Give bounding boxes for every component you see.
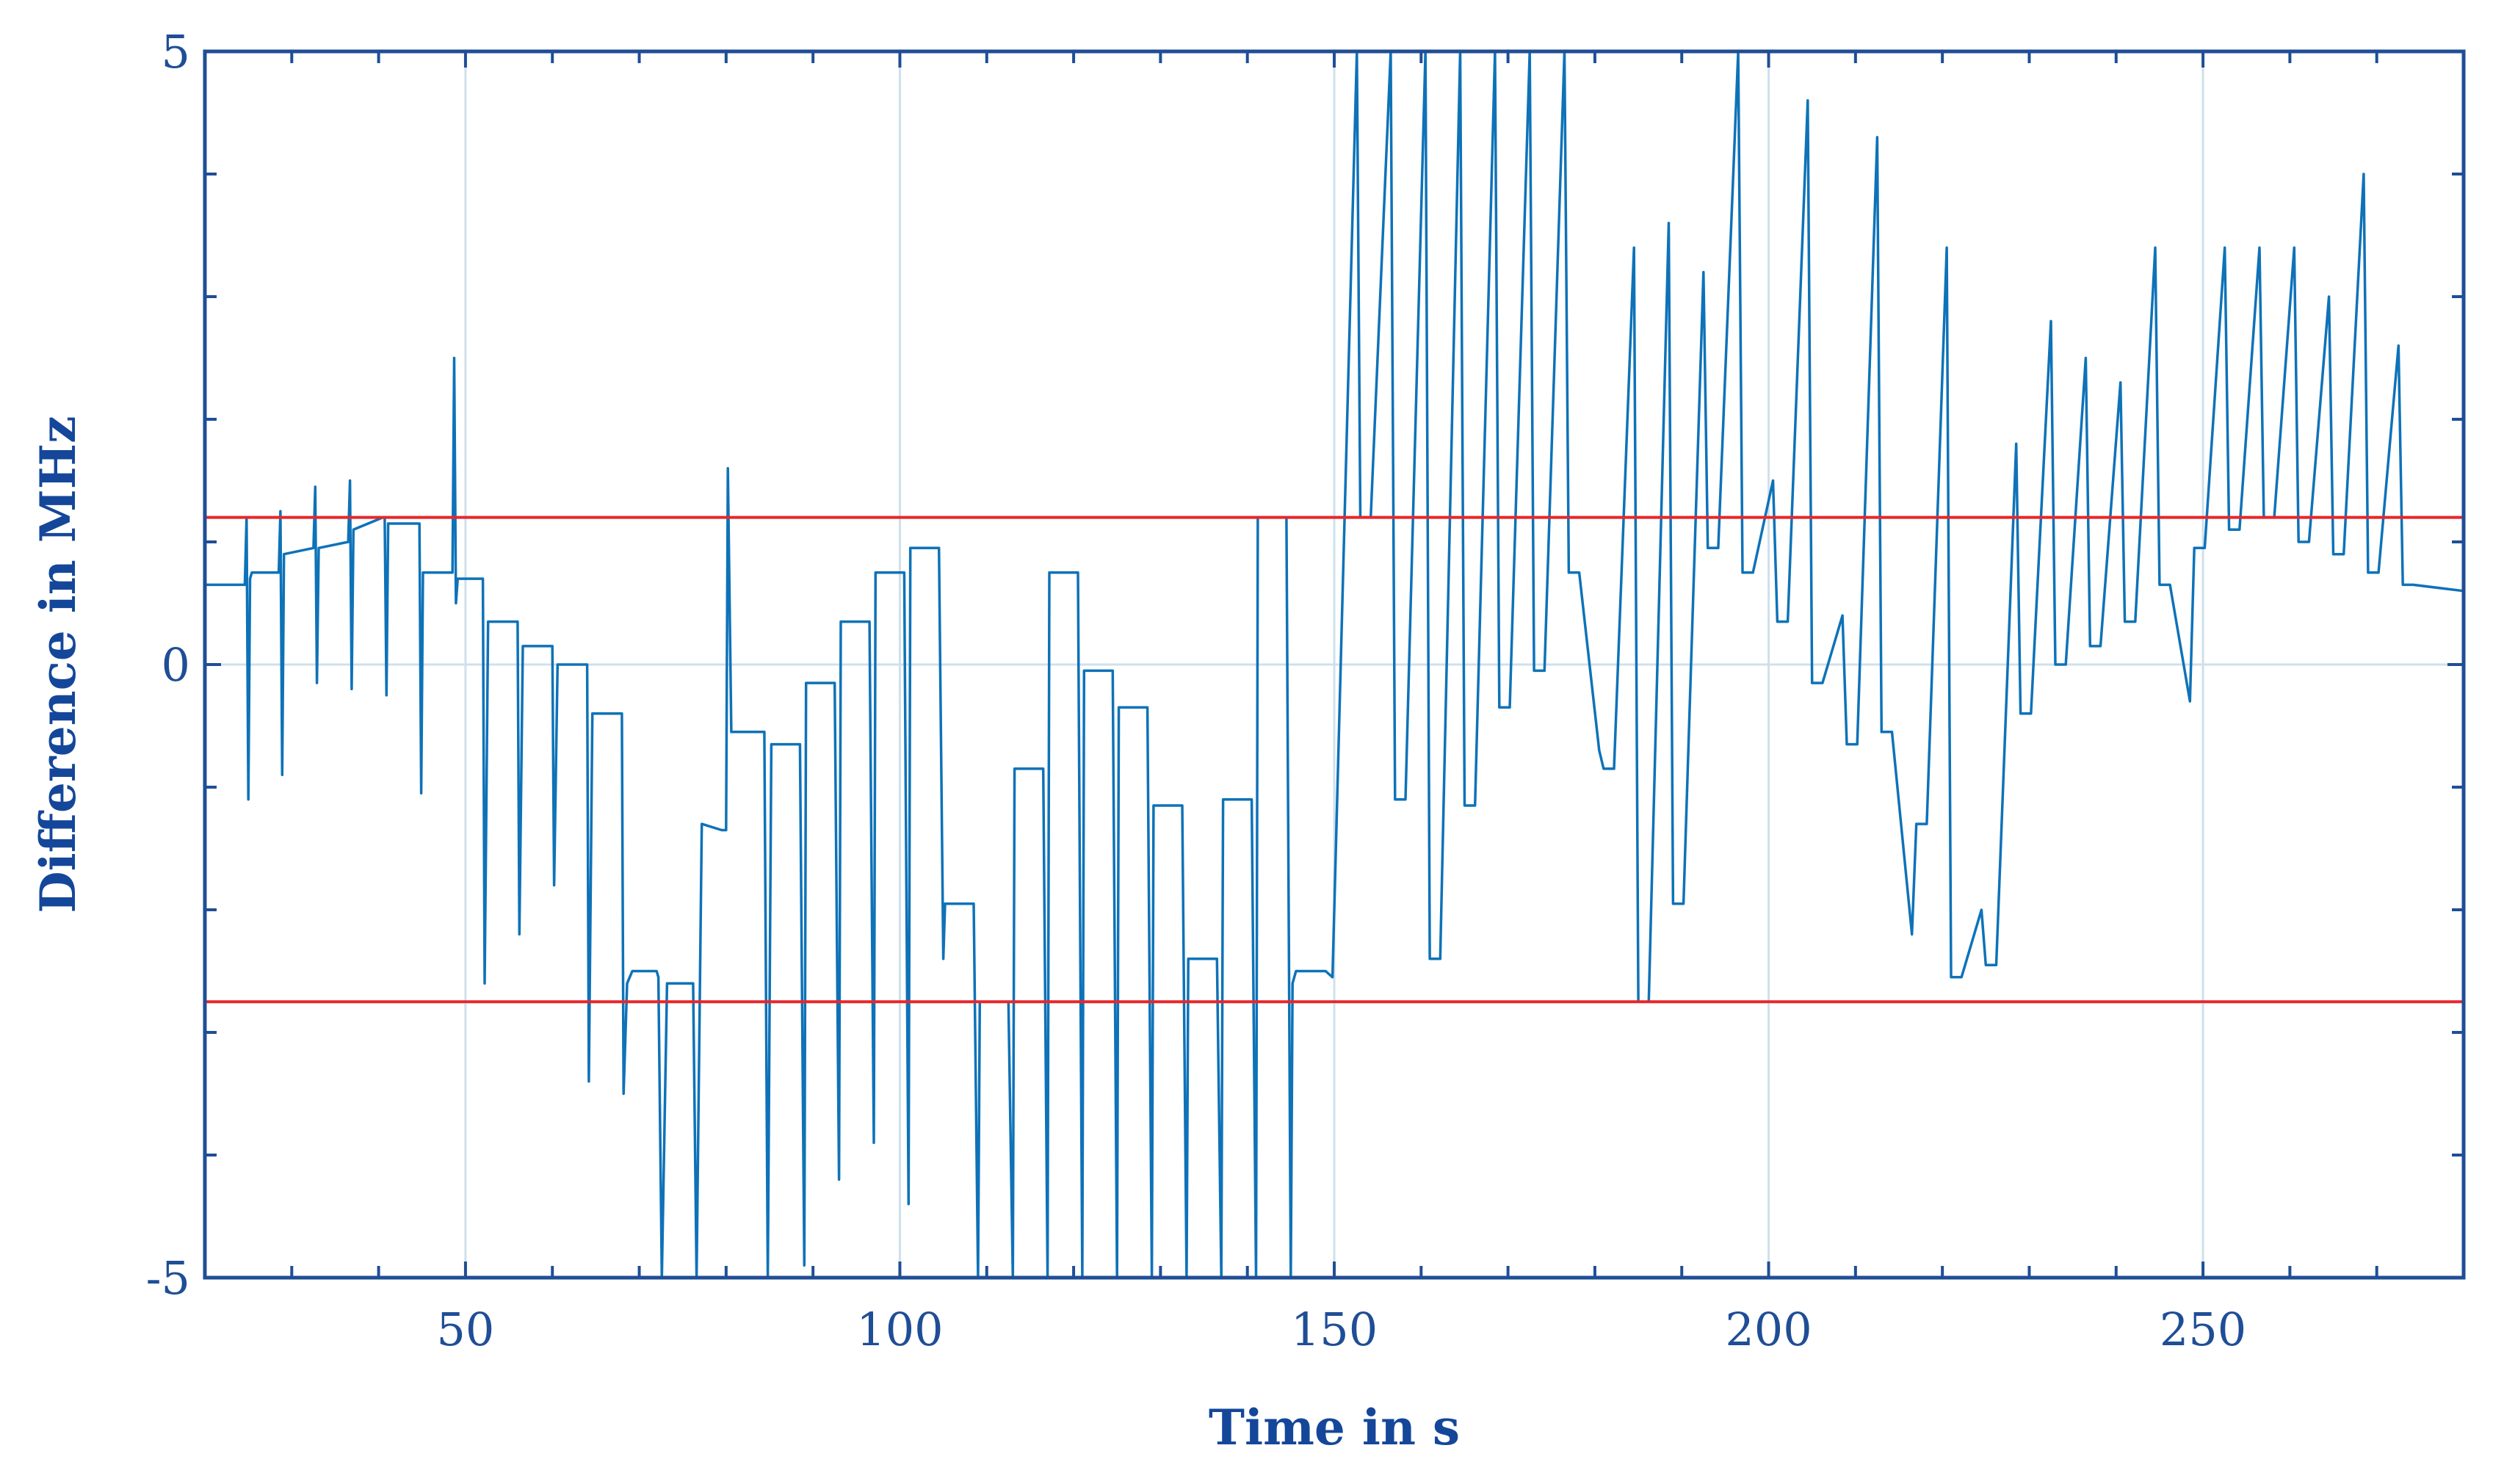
axis-ticks <box>205 51 2464 1278</box>
x-tick-label-100: 100 <box>856 1303 943 1356</box>
grid-lines <box>205 51 2464 1278</box>
y-tick-label--5: -5 <box>146 1251 190 1305</box>
y-tick-label-5: 5 <box>162 25 190 79</box>
x-tick-label-250: 250 <box>2160 1303 2246 1356</box>
x-axis-title: Time in s <box>1209 1399 1460 1456</box>
x-tick-label-150: 150 <box>1291 1303 1378 1356</box>
x-tick-label-200: 200 <box>1725 1303 1812 1356</box>
x-tick-label-50: 50 <box>436 1303 494 1356</box>
y-tick-label-0: 0 <box>162 638 190 692</box>
y-axis-title: Difference in MHz <box>29 416 87 913</box>
threshold-lines <box>205 515 2464 1004</box>
tick-labels: 50 100 150 200 250 -5 0 5 <box>146 25 2247 1356</box>
